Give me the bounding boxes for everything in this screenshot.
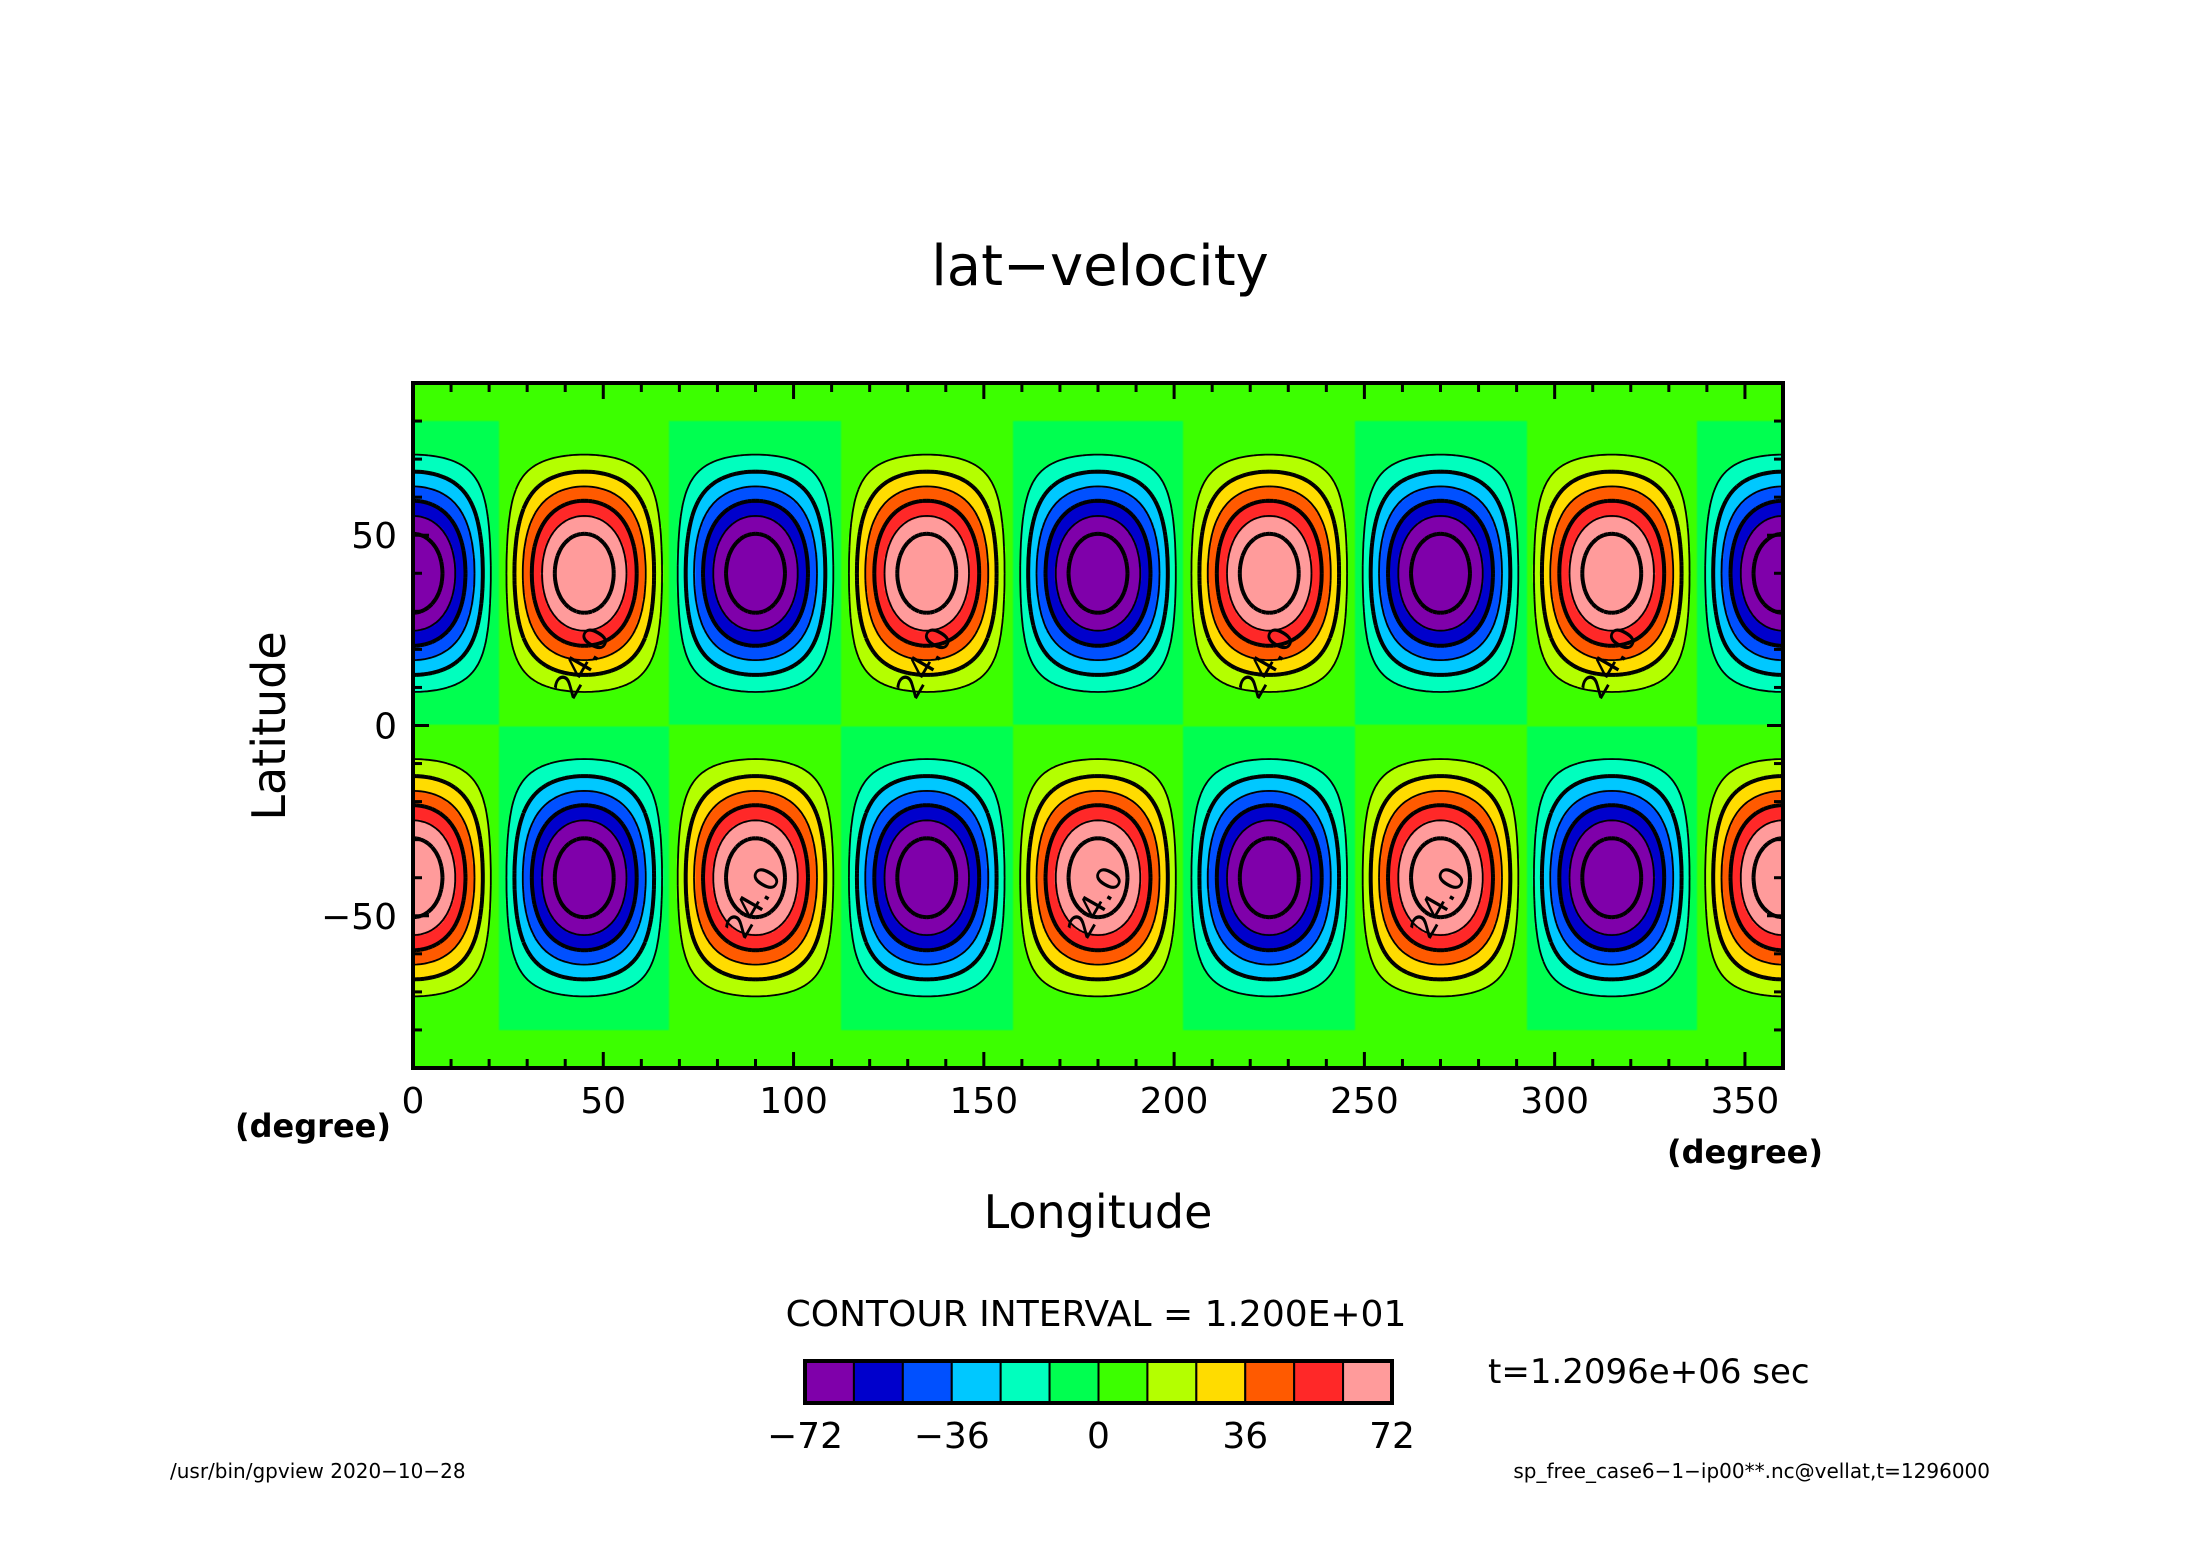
colorbar-tick-label: 36	[1222, 1416, 1268, 1457]
colorbar-tick-label: −36	[914, 1416, 990, 1457]
chart-title: lat−velocity	[931, 234, 1269, 299]
y-axis-title: Latitude	[242, 631, 296, 820]
y-tick-label: 50	[351, 516, 397, 557]
x-tick-label: 300	[1520, 1081, 1589, 1122]
footer-left: /usr/bin/gpview 2020−10−28	[170, 1459, 466, 1483]
colorbar-swatch	[1048, 1360, 1100, 1404]
contour-line	[413, 515, 1783, 936]
footer-right: sp_free_case6−1−ip00**.nc@vellat,t=12960…	[1513, 1459, 1990, 1483]
colorbar-frame	[803, 1359, 1394, 1405]
colorbar-swatch	[804, 1360, 855, 1404]
x-tick-label: 350	[1711, 1081, 1780, 1122]
colorbar-swatch	[1195, 1360, 1247, 1404]
colorbar-swatch	[1244, 1360, 1296, 1404]
contour-line	[413, 498, 1783, 953]
x-tick-label: 250	[1330, 1081, 1399, 1122]
colorbar-swatch	[999, 1360, 1051, 1404]
y-axis: 50 0 −50	[321, 419, 1783, 1032]
contour-line	[413, 485, 1783, 966]
colorbar-swatch	[901, 1360, 953, 1404]
colorbar-swatch	[950, 1360, 1002, 1404]
colorbar-tick-label: 0	[1087, 1416, 1110, 1457]
colorbar-swatch	[1146, 1360, 1198, 1404]
colorbar-tick-label: 72	[1369, 1416, 1415, 1457]
time-label: t=1.2096e+06 sec	[1488, 1352, 1810, 1392]
x-axis: 0 50 100 150 200 250 300 350	[402, 383, 1785, 1122]
x-axis-units-right: (degree)	[1667, 1133, 1823, 1171]
x-axis-title: Longitude	[984, 1185, 1213, 1239]
x-tick-label: 200	[1140, 1081, 1209, 1122]
colorbar-swatch	[1293, 1360, 1345, 1404]
colorbar-swatch	[1342, 1360, 1394, 1404]
x-axis-units-left: (degree)	[235, 1107, 391, 1145]
colorbar: −72 −36 0 36 72	[767, 1359, 1415, 1457]
y-tick-label: 0	[374, 707, 397, 748]
contour-line	[413, 531, 1783, 920]
x-tick-label: 100	[759, 1081, 828, 1122]
colorbar-swatch	[852, 1360, 904, 1404]
contour-interval: CONTOUR INTERVAL = 1.200E+01	[786, 1294, 1407, 1335]
y-tick-label: −50	[321, 897, 397, 938]
x-tick-label: 150	[949, 1081, 1018, 1122]
contour-line	[413, 469, 1783, 982]
x-tick-label: 0	[402, 1081, 425, 1122]
contour-lines	[413, 453, 1783, 998]
colorbar-tick-label: −72	[767, 1416, 843, 1457]
x-tick-label: 50	[580, 1081, 626, 1122]
contour-fill	[413, 383, 1783, 1068]
plot-area: 24.0 24.0 24.0 24.024.0 24.0 24.0	[411, 381, 1785, 1070]
contour-line	[413, 453, 1783, 998]
colorbar-swatch	[1097, 1360, 1149, 1404]
